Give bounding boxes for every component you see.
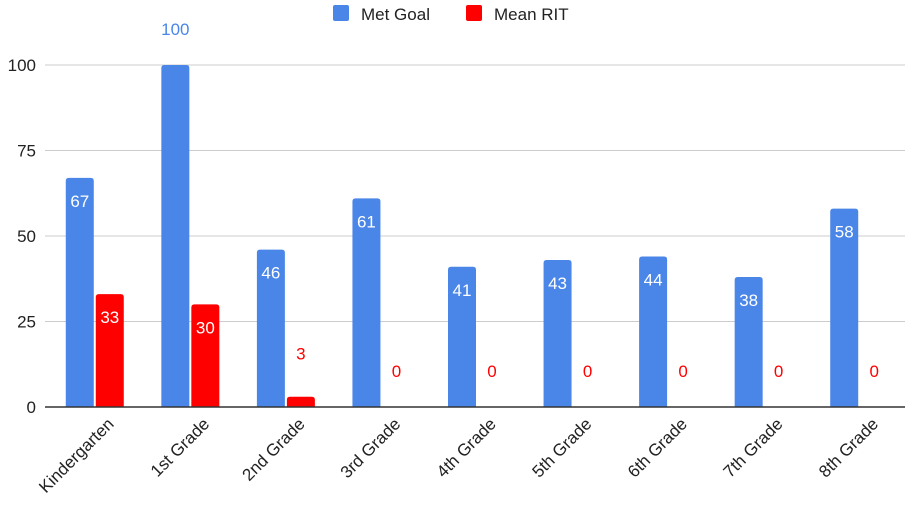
x-tick-label: 1st Grade <box>147 414 213 480</box>
bars <box>65 65 859 407</box>
data-label: 43 <box>548 274 567 293</box>
data-label: 61 <box>357 212 376 231</box>
data-label: 0 <box>583 362 592 381</box>
legend-swatch <box>466 5 482 21</box>
data-label: 30 <box>196 318 215 337</box>
data-label: 0 <box>487 362 496 381</box>
bar-met-goal <box>448 266 476 407</box>
data-labels: 67 33 100 30 46 3 61 0 41 0 43 0 44 0 38 0 58 0 <box>70 20 879 381</box>
x-tick-label: 4th Grade <box>433 414 500 481</box>
bar-met-goal <box>65 177 94 407</box>
data-label: 0 <box>678 362 687 381</box>
data-label: 41 <box>453 281 472 300</box>
bar-met-goal <box>256 249 285 407</box>
x-tick-label: 8th Grade <box>815 414 882 481</box>
bar-met-goal <box>639 256 668 407</box>
x-axis-ticks: Kindergarten 1st Grade 2nd Grade 3rd Grade 4… <box>35 414 882 496</box>
data-label: 46 <box>261 264 280 283</box>
bar-mean-rit <box>286 396 315 407</box>
bar-met-goal <box>352 198 381 407</box>
legend-item-met-goal[interactable]: Met Goal <box>333 5 430 24</box>
x-tick-label: 3rd Grade <box>337 414 405 482</box>
data-label: 0 <box>774 362 783 381</box>
data-label: 100 <box>161 20 189 39</box>
data-label: 0 <box>392 362 401 381</box>
y-tick-label: 50 <box>17 227 36 246</box>
legend-label: Mean RIT <box>494 5 569 24</box>
y-tick-label: 25 <box>17 313 36 332</box>
y-tick-label: 0 <box>27 398 36 417</box>
data-label: 3 <box>296 345 305 364</box>
y-axis-ticks: 0 25 50 75 100 <box>8 56 36 417</box>
data-label: 38 <box>739 291 758 310</box>
x-tick-label: 6th Grade <box>624 414 691 481</box>
legend-label: Met Goal <box>361 5 430 24</box>
y-tick-label: 75 <box>17 142 36 161</box>
bar-met-goal <box>161 65 190 407</box>
bar-met-goal <box>543 259 572 407</box>
x-tick-label: Kindergarten <box>35 414 117 496</box>
bar-mean-rit <box>191 304 220 407</box>
bar-mean-rit <box>95 294 124 407</box>
x-tick-label: 5th Grade <box>528 414 595 481</box>
legend[interactable]: Met Goal Mean RIT <box>333 5 569 24</box>
data-label: 33 <box>100 308 119 327</box>
bar-met-goal <box>734 277 763 407</box>
x-tick-label: 2nd Grade <box>238 414 308 484</box>
legend-item-mean-rit[interactable]: Mean RIT <box>466 5 569 24</box>
data-label: 44 <box>644 271 663 290</box>
data-label: 58 <box>835 223 854 242</box>
data-label: 0 <box>869 362 878 381</box>
legend-swatch <box>333 5 349 21</box>
x-tick-label: 7th Grade <box>720 414 787 481</box>
bar-met-goal <box>830 208 859 407</box>
y-tick-label: 100 <box>8 56 36 75</box>
data-label: 67 <box>70 192 89 211</box>
